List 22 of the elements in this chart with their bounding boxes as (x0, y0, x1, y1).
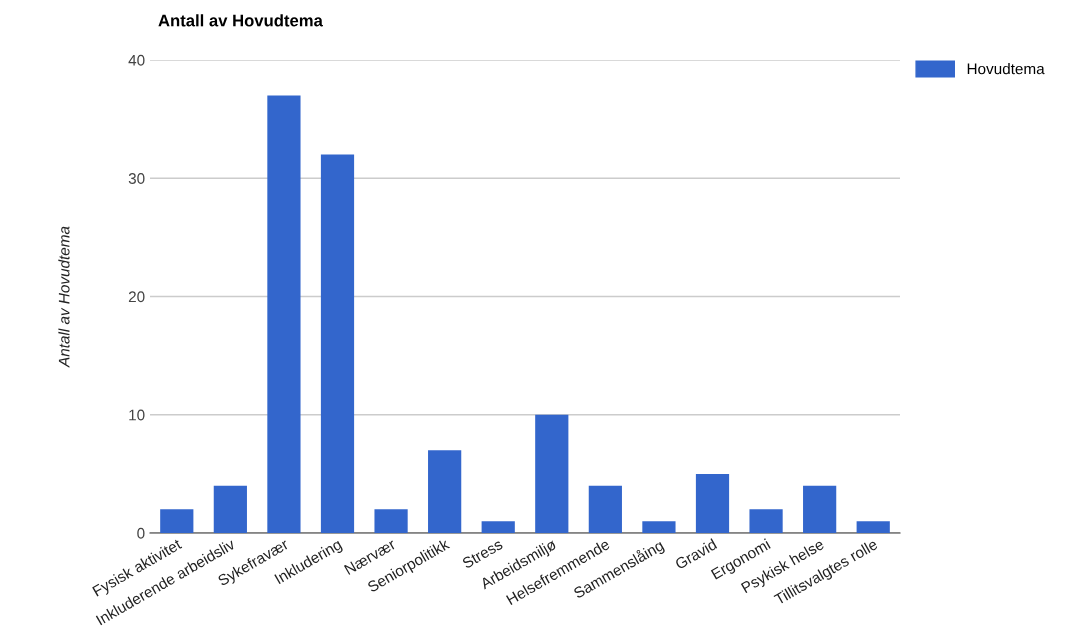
bar (481, 521, 515, 533)
bar (803, 485, 837, 533)
y-tick-label: 10 (129, 409, 145, 421)
bar (856, 521, 890, 533)
bar (588, 485, 622, 533)
bar (267, 95, 301, 533)
bar (374, 509, 408, 533)
y-tick-label: 30 (128, 173, 145, 184)
y-tick-label: 0 (137, 527, 145, 539)
bar (320, 154, 355, 533)
bar (695, 473, 730, 533)
bar (213, 485, 247, 533)
chart-title: Antall av Hovudtema (158, 14, 323, 27)
y-tick-label: 40 (128, 54, 145, 66)
bar (642, 521, 676, 533)
y-axis-title: Antall av Hovudtema (58, 226, 70, 368)
bar (428, 450, 462, 533)
bar (749, 509, 783, 533)
legend-label: Hovudtema (967, 63, 1045, 75)
y-tick-label: 20 (128, 291, 145, 303)
bar (160, 509, 194, 533)
bar (535, 414, 569, 533)
